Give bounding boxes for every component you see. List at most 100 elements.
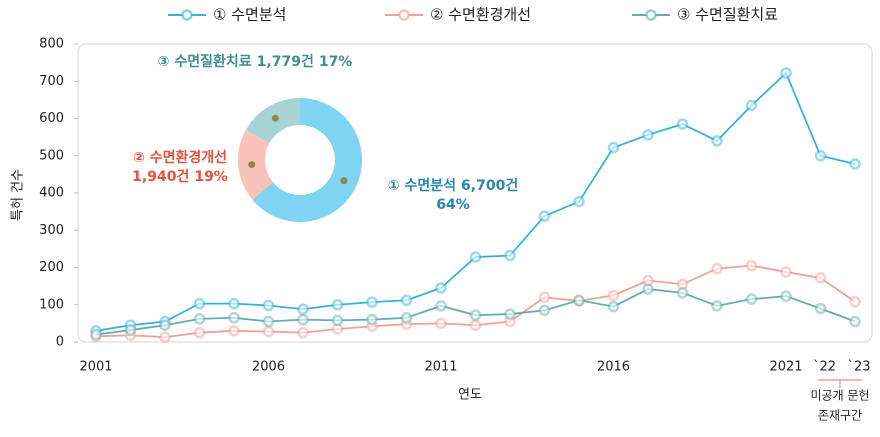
legend-label: ① 수면분석 — [213, 6, 286, 24]
point — [469, 319, 482, 331]
point — [297, 303, 309, 315]
point — [331, 314, 344, 327]
point — [366, 296, 378, 308]
point — [607, 289, 620, 302]
x-tick-label: 2016 — [597, 360, 630, 375]
legend-label: ③ 수면질환치료 — [677, 6, 778, 24]
x-tick-label: 2001 — [79, 360, 112, 375]
slice-label-part: 1,779건 — [257, 53, 314, 70]
donut-slice — [238, 130, 274, 200]
point — [400, 312, 413, 324]
point — [366, 313, 378, 326]
point — [780, 290, 792, 302]
point — [228, 312, 240, 324]
y-tick-label: 400 — [39, 186, 64, 201]
y-axis-title: 특허 건수 — [11, 169, 26, 221]
point — [745, 293, 758, 305]
point — [435, 300, 447, 312]
point — [228, 325, 240, 337]
point — [849, 296, 861, 308]
y-tick-label: 500 — [39, 148, 64, 163]
slice-label: ③ 수면질환치료 1,779건 17% — [158, 53, 353, 70]
point — [780, 266, 792, 278]
point — [573, 294, 585, 307]
x-tick-label: 2011 — [424, 360, 457, 375]
point — [745, 99, 758, 112]
point — [814, 302, 827, 315]
point — [159, 331, 171, 343]
legend-label: ② 수면환경개선 — [430, 6, 531, 24]
slice-label-part: ① 수면분석 — [388, 177, 456, 194]
point — [297, 326, 309, 339]
point — [538, 291, 551, 304]
slice-label-part: 17% — [319, 54, 353, 70]
y-tick-label: 800 — [39, 37, 64, 52]
y-tick-label: 200 — [39, 260, 64, 275]
label-dot — [248, 161, 256, 169]
slice-label-part: 1,940건 — [132, 168, 189, 185]
slice-label-part: ② 수면환경개선 — [133, 149, 227, 166]
point — [538, 304, 551, 317]
point — [607, 141, 620, 154]
annotation: 미공개 문헌 — [810, 389, 869, 403]
slice-label: ① 수면분석 6,700건 — [388, 177, 518, 194]
point — [504, 249, 516, 262]
x-tick-label: `23 — [847, 360, 870, 375]
point — [780, 67, 792, 79]
point — [193, 326, 206, 339]
legend-marker — [398, 9, 410, 21]
slice-label-part: ③ 수면질환치료 — [158, 53, 252, 70]
point — [262, 315, 275, 328]
point — [193, 297, 206, 310]
point — [159, 319, 171, 331]
point — [814, 150, 827, 162]
y-tick-label: 600 — [39, 111, 64, 126]
legend-marker — [645, 9, 657, 21]
label-dot — [340, 177, 348, 185]
point — [676, 287, 689, 299]
slice-label: ② 수면환경개선 — [133, 149, 227, 166]
x-axis-title: 연도 — [458, 388, 482, 403]
annotation: 존재구간 — [818, 409, 862, 423]
point — [469, 309, 482, 321]
point — [90, 328, 102, 341]
legend-marker — [181, 9, 193, 21]
point — [297, 313, 309, 326]
point — [435, 282, 447, 294]
point — [642, 129, 654, 141]
label-dot — [271, 114, 279, 122]
point — [504, 308, 516, 320]
slice-label-part: 64% — [436, 197, 470, 213]
point — [573, 195, 585, 208]
point — [262, 299, 275, 312]
point — [331, 299, 344, 311]
x-tick-label: 2021 — [769, 360, 802, 375]
point — [711, 300, 723, 312]
series-line — [95, 71, 856, 332]
y-tick-label: 700 — [39, 74, 64, 89]
point — [642, 283, 654, 295]
point — [607, 300, 620, 313]
slice-label: 1,940건 19% — [132, 168, 228, 185]
point — [469, 251, 482, 263]
y-tick-label: 100 — [39, 297, 64, 312]
point — [745, 259, 758, 272]
point — [124, 324, 137, 336]
point — [849, 315, 861, 328]
donut-slice — [252, 98, 363, 222]
point — [228, 297, 240, 310]
x-tick-label: 2006 — [252, 360, 285, 375]
point — [676, 118, 689, 130]
point — [711, 262, 723, 275]
y-tick-label: 0 — [56, 335, 64, 350]
slice-label-part: 6,700건 — [461, 177, 518, 194]
point — [193, 313, 206, 325]
point — [538, 210, 551, 222]
point — [435, 317, 447, 330]
slice-label-part: 19% — [194, 169, 228, 185]
annotation-bracket — [818, 379, 862, 388]
point — [849, 158, 861, 170]
slice-label: 64% — [436, 197, 470, 213]
point — [711, 135, 723, 147]
